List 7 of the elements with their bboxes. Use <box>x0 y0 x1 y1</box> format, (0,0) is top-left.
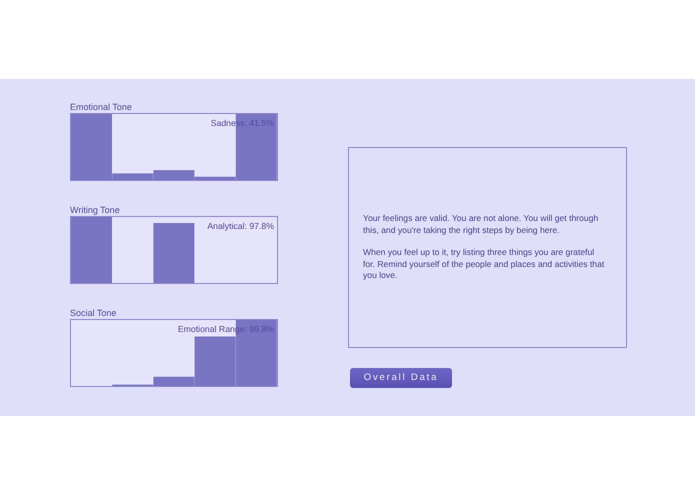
button: Overall Data <box>350 368 452 388</box>
chart-title: Social Tone <box>70 308 116 318</box>
annotation: Analytical: 97.8% <box>207 221 274 231</box>
text: Your feelings are valid. You are not alone. You will get through this, and you're taking the right steps by being here. <box>363 213 598 235</box>
chart-title: Emotional Tone <box>70 102 132 112</box>
chart-title: Writing Tone <box>70 205 120 215</box>
text: When you feel up to it, try listing three things you are grateful for. Remind yourself of the people and places and activities that you love. <box>363 247 604 280</box>
